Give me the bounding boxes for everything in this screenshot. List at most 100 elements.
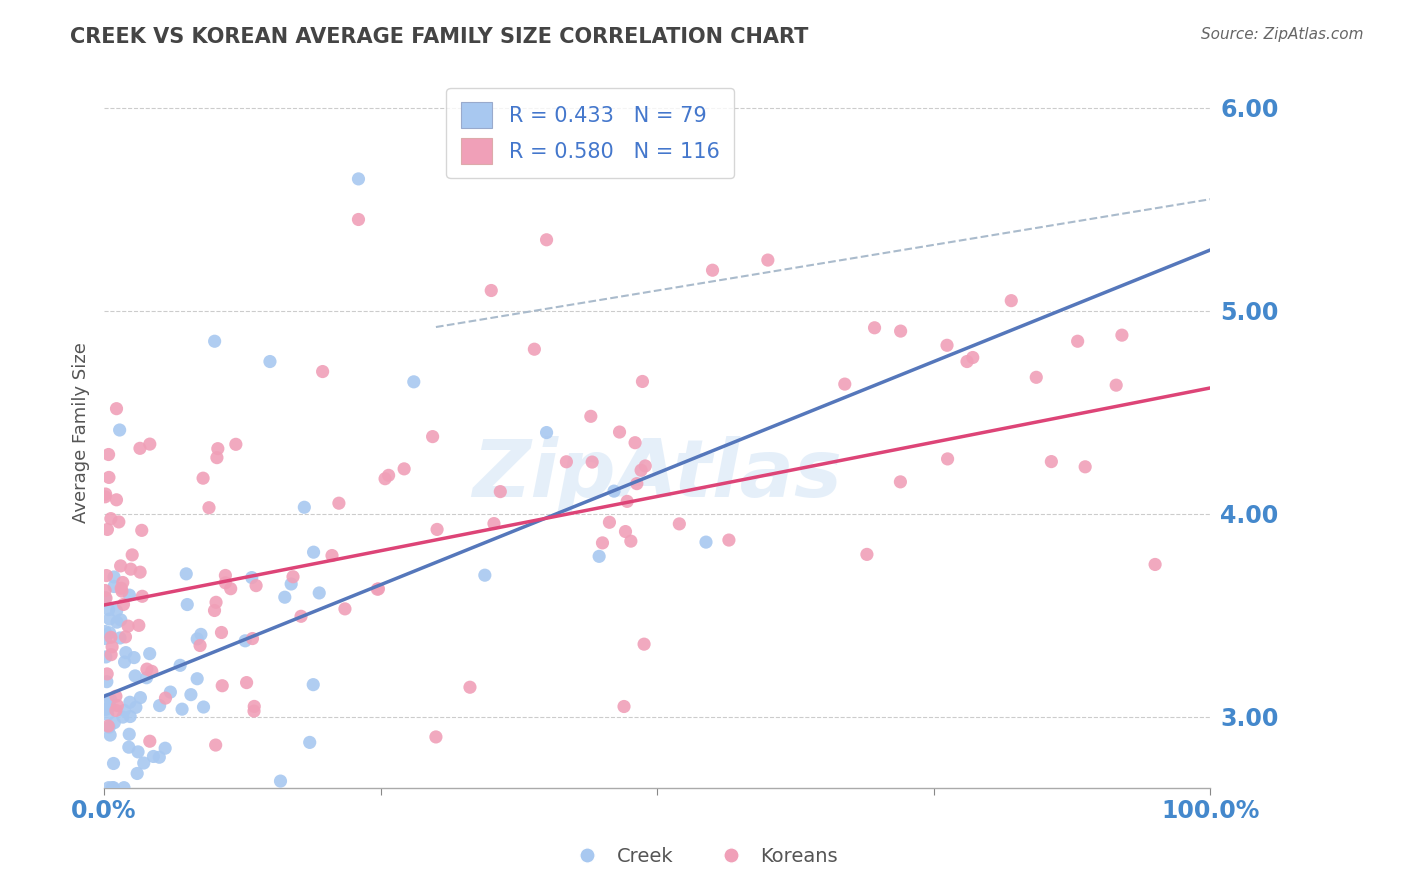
Point bbox=[219, 582, 242, 596]
Point bbox=[98, 699, 121, 714]
Point bbox=[118, 740, 141, 755]
Point bbox=[127, 766, 149, 780]
Point bbox=[936, 338, 959, 352]
Point bbox=[863, 320, 886, 334]
Point bbox=[936, 451, 959, 466]
Point bbox=[474, 568, 496, 582]
Legend: Creek, Koreans: Creek, Koreans bbox=[560, 838, 846, 873]
Point bbox=[112, 598, 135, 612]
Point bbox=[128, 618, 150, 632]
Point bbox=[103, 756, 125, 771]
Point bbox=[169, 658, 191, 673]
Point bbox=[111, 575, 134, 590]
Point bbox=[96, 674, 118, 689]
Point bbox=[101, 640, 124, 654]
Point bbox=[367, 582, 389, 596]
Point bbox=[97, 780, 120, 795]
Point bbox=[243, 699, 266, 714]
Point bbox=[127, 745, 149, 759]
Point bbox=[131, 524, 153, 538]
Point bbox=[115, 646, 138, 660]
Point bbox=[377, 468, 399, 483]
Point bbox=[211, 679, 233, 693]
Point bbox=[97, 707, 120, 722]
Point bbox=[603, 484, 626, 499]
Point bbox=[598, 516, 620, 530]
Point bbox=[94, 591, 117, 605]
Point bbox=[308, 586, 330, 600]
Point bbox=[108, 515, 131, 529]
Point bbox=[149, 698, 172, 713]
Point bbox=[96, 568, 118, 582]
Point bbox=[94, 702, 117, 716]
Point bbox=[702, 263, 724, 277]
Point bbox=[117, 619, 139, 633]
Point bbox=[170, 702, 193, 716]
Point bbox=[97, 602, 120, 616]
Point bbox=[1144, 558, 1167, 572]
Point bbox=[96, 523, 118, 537]
Point bbox=[620, 534, 643, 549]
Point bbox=[245, 579, 267, 593]
Point bbox=[148, 750, 170, 764]
Point bbox=[114, 630, 136, 644]
Point bbox=[290, 609, 312, 624]
Point bbox=[142, 749, 165, 764]
Point bbox=[422, 429, 444, 443]
Point bbox=[101, 780, 124, 795]
Point bbox=[104, 703, 127, 717]
Point bbox=[298, 735, 321, 749]
Point bbox=[626, 476, 648, 491]
Point bbox=[107, 698, 129, 713]
Point bbox=[207, 442, 229, 456]
Point bbox=[198, 500, 221, 515]
Point bbox=[889, 475, 911, 489]
Point bbox=[634, 458, 657, 473]
Point bbox=[135, 662, 157, 676]
Point bbox=[633, 637, 655, 651]
Point bbox=[536, 425, 558, 440]
Point bbox=[135, 671, 157, 685]
Point bbox=[555, 455, 578, 469]
Point bbox=[425, 730, 447, 744]
Point bbox=[122, 650, 145, 665]
Point bbox=[631, 375, 654, 389]
Point bbox=[1066, 334, 1088, 349]
Point bbox=[186, 632, 208, 646]
Point bbox=[98, 625, 121, 640]
Point bbox=[153, 741, 176, 756]
Point bbox=[105, 604, 128, 618]
Point bbox=[139, 734, 162, 748]
Text: ZipAtlas: ZipAtlas bbox=[472, 436, 842, 514]
Point bbox=[110, 558, 132, 573]
Point bbox=[347, 212, 370, 227]
Point bbox=[1111, 328, 1133, 343]
Point bbox=[108, 423, 131, 437]
Point bbox=[94, 490, 117, 504]
Point bbox=[139, 437, 162, 451]
Point bbox=[1105, 378, 1128, 392]
Point bbox=[103, 570, 125, 584]
Point bbox=[105, 401, 128, 416]
Point bbox=[592, 536, 614, 550]
Point bbox=[242, 632, 264, 646]
Point bbox=[581, 455, 603, 469]
Y-axis label: Average Family Size: Average Family Size bbox=[72, 343, 90, 523]
Point bbox=[204, 603, 226, 617]
Point bbox=[458, 680, 481, 694]
Point bbox=[110, 581, 132, 595]
Point bbox=[110, 613, 132, 627]
Point bbox=[97, 448, 120, 462]
Point bbox=[204, 738, 226, 752]
Point bbox=[118, 588, 141, 602]
Point bbox=[333, 602, 356, 616]
Point bbox=[523, 342, 546, 356]
Point bbox=[120, 562, 142, 576]
Point bbox=[118, 727, 141, 741]
Point bbox=[98, 720, 121, 734]
Point bbox=[856, 548, 879, 562]
Point bbox=[489, 484, 512, 499]
Point bbox=[129, 565, 152, 579]
Text: CREEK VS KOREAN AVERAGE FAMILY SIZE CORRELATION CHART: CREEK VS KOREAN AVERAGE FAMILY SIZE CORR… bbox=[70, 27, 808, 46]
Point bbox=[176, 598, 198, 612]
